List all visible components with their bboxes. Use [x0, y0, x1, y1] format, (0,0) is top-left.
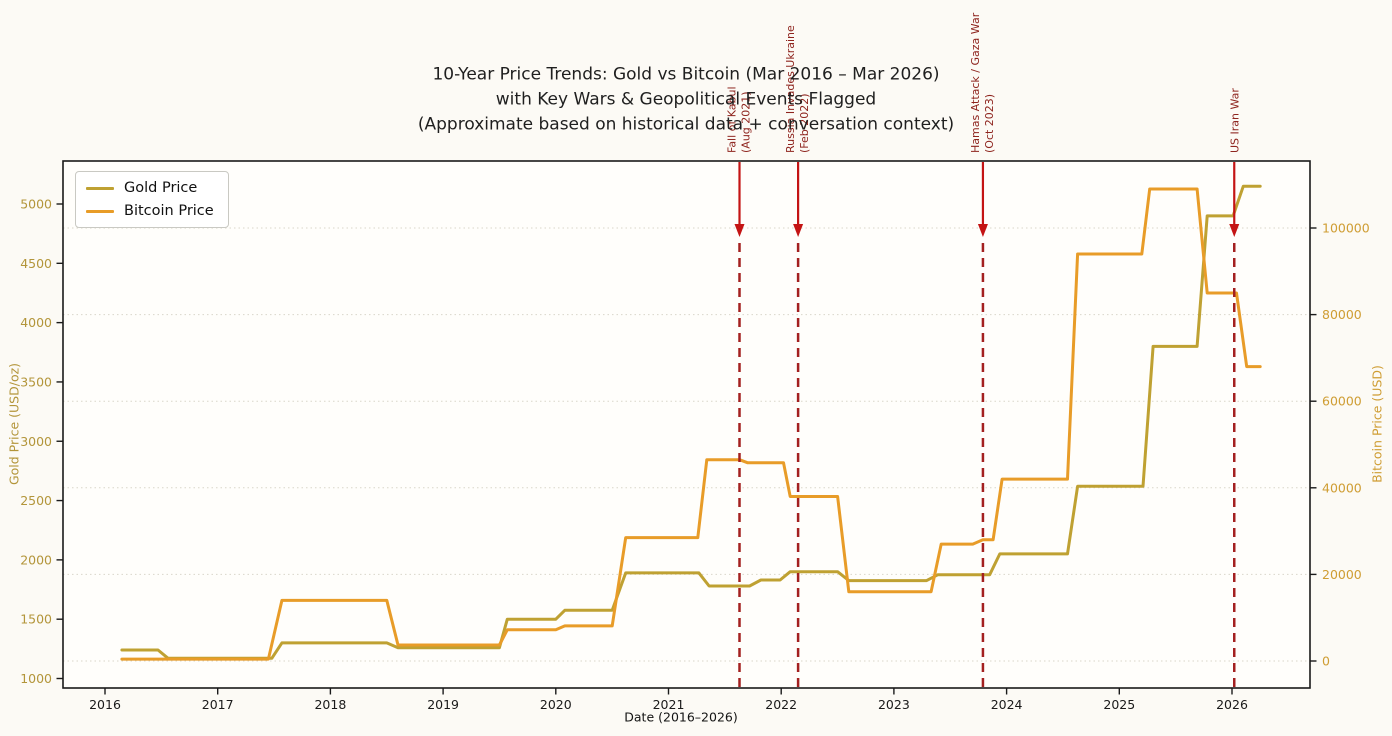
- year-tick-label: 2023: [878, 697, 910, 712]
- event-arrow-icon: [734, 224, 745, 237]
- bitcoin-tick-label: 20000: [1322, 567, 1362, 582]
- event-label-name: US Iran War: [1228, 88, 1241, 153]
- event-label-name: Russia Invades Ukraine: [784, 25, 797, 153]
- year-tick-label: 2022: [765, 697, 797, 712]
- bitcoin-tick-label: 0: [1322, 654, 1330, 669]
- event-label-date: (Feb 2022): [798, 93, 811, 153]
- bitcoin-tick-label: 40000: [1322, 480, 1362, 495]
- legend: Gold Price Bitcoin Price: [75, 171, 229, 228]
- axes-frame: [62, 160, 1311, 689]
- year-tick-label: 2017: [202, 697, 234, 712]
- gold-tick-label: 4000: [20, 315, 52, 330]
- event-label-date: (Aug 2021): [740, 91, 753, 153]
- gridlines: [63, 227, 1310, 662]
- right-axis-label: Bitcoin Price (USD): [1369, 365, 1385, 483]
- year-tick-label: 2018: [314, 697, 346, 712]
- year-tick-label: 2020: [540, 697, 572, 712]
- gold-tick-label: 2000: [20, 552, 52, 567]
- bitcoin-tick-label: 100000: [1322, 221, 1370, 236]
- gold-line-swatch: [86, 186, 114, 190]
- chart-title: 10-Year Price Trends: Gold vs Bitcoin (M…: [418, 63, 954, 138]
- year-tick-label: 2024: [991, 697, 1023, 712]
- gold-tick-label: 4500: [20, 256, 52, 271]
- gold-tick-label: 2500: [20, 493, 52, 508]
- chart-title-line3: (Approximate based on historical data + …: [417, 114, 955, 135]
- chart-title-line2: with Key Wars & Geopolitical Events Flag…: [495, 89, 877, 110]
- bitcoin-tick-label: 80000: [1322, 307, 1362, 322]
- event-marker-hamas-attack-gaza-war: Hamas Attack / Gaza War (Oct 2023): [969, 12, 996, 687]
- year-tick-label: 2016: [89, 697, 121, 712]
- legend-item-gold: Gold Price: [86, 180, 214, 196]
- year-tick-label: 2021: [653, 697, 685, 712]
- chart-title-line1: 10-Year Price Trends: Gold vs Bitcoin (M…: [432, 64, 940, 85]
- event-label-date: (Oct 2023): [983, 94, 996, 153]
- year-tick-label: 2026: [1216, 697, 1248, 712]
- bitcoin-price-line: [120, 187, 1262, 661]
- event-arrow-icon: [977, 224, 988, 237]
- left-axis-label: Gold Price (USD/oz): [6, 362, 22, 486]
- event-arrow-icon: [793, 224, 804, 237]
- legend-label-gold: Gold Price: [124, 180, 198, 196]
- gold-tick-label: 3000: [20, 434, 52, 449]
- event-marker-russia-invades-ukraine: Russia Invades Ukraine (Feb 2022): [784, 25, 811, 687]
- gold-tick-label: 5000: [20, 197, 52, 212]
- gold-price-line: [120, 184, 1262, 660]
- gold-tick-label: 1000: [20, 671, 52, 686]
- bitcoin-line-swatch: [86, 209, 114, 213]
- tick-labels: 1000 1500 2000 2500 3000 3500 4000 4500 5000 0 200…: [20, 197, 1370, 713]
- legend-item-bitcoin: Bitcoin Price: [86, 203, 214, 219]
- event-label-name: Hamas Attack / Gaza War: [969, 12, 982, 153]
- year-tick-label: 2025: [1103, 697, 1135, 712]
- gold-tick-label: 1500: [20, 612, 52, 627]
- event-arrow-icon: [1229, 224, 1240, 237]
- plot-area: [63, 161, 1310, 688]
- legend-label-bitcoin: Bitcoin Price: [124, 203, 214, 219]
- year-tick-label: 2019: [427, 697, 459, 712]
- event-label-name: Fall of Kabul: [726, 86, 739, 153]
- event-marker-us-iran-war: US Iran War: [1228, 88, 1241, 687]
- event-marker-fall-of-kabul: Fall of Kabul (Aug 2021): [726, 86, 753, 687]
- gold-tick-label: 3500: [20, 374, 52, 389]
- x-axis-label: Date (2016–2026): [624, 709, 738, 725]
- bitcoin-tick-label: 60000: [1322, 394, 1362, 409]
